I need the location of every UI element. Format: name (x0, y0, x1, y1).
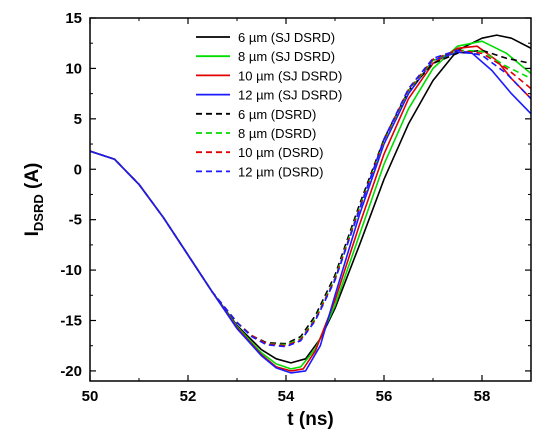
x-tick-label: 52 (180, 388, 197, 405)
axis-ticks (89, 17, 531, 381)
legend-label-1: 6 µm (SJ DSRD) (238, 30, 335, 45)
y-tick-label: 0 (74, 161, 82, 178)
legend-label-6: 8 µm (DSRD) (238, 126, 316, 141)
x-tick-label: 58 (474, 388, 491, 405)
legend-label-5: 6 µm (DSRD) (238, 107, 316, 122)
series-line-8 (90, 49, 531, 348)
x-tick-label: 56 (376, 388, 393, 405)
legend-label-3: 10 µm (SJ DSRD) (238, 68, 342, 83)
axis-tick-labels: 50 52 54 56 58 -20 -15 -10 -5 0 5 10 15 (60, 10, 490, 405)
legend-label-7: 10 µm (DSRD) (238, 145, 324, 160)
x-tick-label: 50 (82, 388, 99, 405)
y-axis-title-main: I (22, 231, 43, 236)
y-tick-label: -15 (60, 313, 82, 330)
y-tick-label: 15 (65, 10, 82, 27)
x-axis-title: t (ns) (287, 409, 333, 430)
legend: 6 µm (SJ DSRD) 8 µm (SJ DSRD) 10 µm (SJ DS… (196, 30, 342, 179)
y-tick-label: 10 (65, 60, 82, 77)
y-tick-label: -20 (60, 363, 82, 380)
legend-label-4: 12 µm (SJ DSRD) (238, 88, 342, 103)
y-axis-title-unit: (A) (22, 163, 43, 195)
y-tick-label: 5 (74, 111, 82, 128)
series-line-5 (90, 49, 531, 345)
legend-label-2: 8 µm (SJ DSRD) (238, 49, 335, 64)
y-tick-label: -10 (60, 262, 82, 279)
y-axis-title: IDSRD (A) (22, 163, 46, 237)
legend-label-8: 12 µm (DSRD) (238, 164, 324, 179)
plot-frame (89, 17, 532, 382)
x-tick-label: 54 (278, 388, 295, 405)
y-tick-label: -5 (69, 212, 82, 229)
y-axis-title-subscript: DSRD (31, 194, 46, 231)
